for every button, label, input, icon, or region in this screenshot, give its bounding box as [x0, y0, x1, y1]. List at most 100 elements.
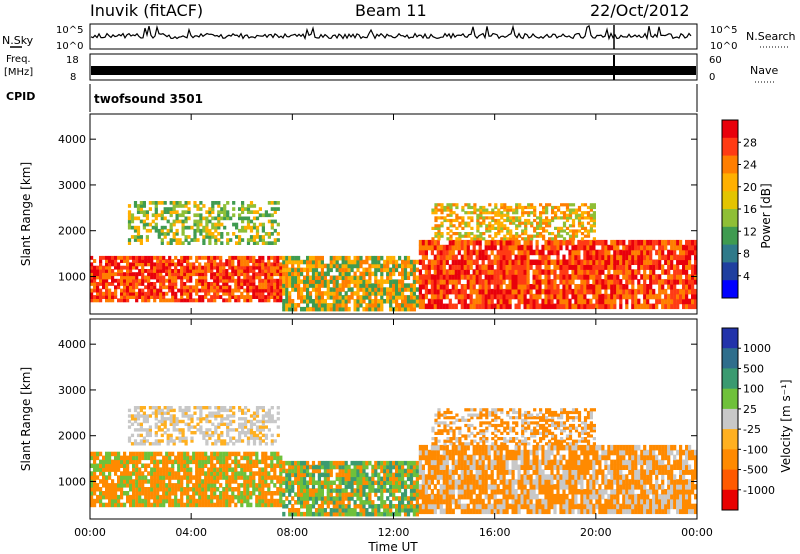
heatmap-cell — [129, 291, 133, 296]
heatmap-cell — [460, 454, 464, 461]
heatmap-cell — [353, 511, 357, 517]
heatmap-cell — [338, 283, 342, 288]
heatmap-cell — [246, 207, 251, 211]
heatmap-cell — [108, 259, 112, 263]
heatmap-cell — [111, 487, 115, 492]
heatmap-cell — [160, 241, 164, 245]
heatmap-cell — [460, 484, 464, 490]
heatmap-cell — [207, 259, 211, 263]
heatmap-cell — [505, 288, 509, 295]
heatmap-cell — [514, 279, 518, 285]
heatmap-cell — [237, 494, 241, 500]
heatmap-cell — [285, 295, 289, 300]
heatmap-cell — [574, 244, 578, 251]
heatmap-cell — [694, 279, 698, 285]
heatmap-cell — [320, 464, 324, 470]
heatmap-cell — [323, 299, 327, 304]
heatmap-cell — [231, 291, 235, 296]
heatmap-cell — [469, 479, 473, 485]
heatmap-cell — [177, 479, 181, 484]
heatmap-cell — [114, 498, 118, 504]
y-tick-label: 2000 — [58, 225, 86, 238]
heatmap-cell — [619, 293, 623, 300]
heatmap-cell — [464, 232, 468, 236]
heatmap-cell — [216, 459, 220, 465]
heatmap-cell — [138, 467, 142, 472]
heatmap-cell — [496, 254, 500, 261]
heatmap-cell — [99, 272, 103, 277]
heatmap-cell — [350, 279, 354, 284]
heatmap-cell — [508, 264, 512, 270]
heatmap-cell — [478, 464, 482, 470]
heatmap-cell — [216, 498, 220, 504]
heatmap-cell — [120, 298, 124, 303]
heatmap-cell — [362, 267, 366, 273]
heatmap-cell — [105, 275, 109, 280]
heatmap-cell — [583, 274, 587, 280]
heatmap-cell — [237, 451, 241, 457]
heatmap-cell — [604, 244, 608, 251]
heatmap-cell — [449, 218, 453, 223]
heatmap-cell — [132, 451, 136, 457]
heatmap-cell — [317, 271, 321, 277]
heatmap-cell — [409, 464, 414, 470]
heatmap-cell — [99, 278, 103, 283]
heatmap-cell — [424, 264, 428, 270]
heatmap-cell — [335, 255, 339, 261]
heatmap-cell — [406, 306, 411, 312]
heatmap-cell — [120, 265, 124, 270]
heatmap-cell — [168, 278, 172, 283]
heatmap-cell — [338, 306, 342, 312]
heatmap-cell — [433, 259, 437, 265]
heatmap-cell — [479, 237, 483, 241]
heatmap-cell — [535, 288, 539, 295]
heatmap-cell — [374, 279, 378, 284]
heatmap-cell — [430, 279, 434, 285]
heatmap-cell — [520, 279, 524, 285]
heatmap-cell — [533, 211, 537, 215]
heatmap-cell — [90, 269, 94, 273]
heatmap-cell — [249, 210, 254, 214]
heatmap-cell — [511, 284, 515, 290]
heatmap-cell — [544, 274, 548, 280]
heatmap-cell — [210, 282, 214, 286]
heatmap-cell — [544, 284, 548, 290]
heatmap-cell — [123, 285, 127, 290]
heatmap-cell — [243, 467, 247, 472]
heatmap-cell — [595, 293, 599, 300]
heatmap-cell — [499, 459, 503, 466]
heatmap-cell — [136, 228, 141, 233]
heatmap-cell — [446, 226, 450, 230]
heatmap-cell — [433, 269, 437, 275]
heatmap-cell — [427, 264, 431, 270]
heatmap-cell — [503, 224, 507, 228]
heatmap-cell — [353, 255, 357, 261]
y-tick-label: 3000 — [58, 179, 86, 192]
heatmap-cell — [418, 459, 422, 466]
heatmap-cell — [196, 207, 200, 211]
heatmap-cell — [535, 279, 539, 285]
heatmap-cell — [433, 503, 437, 510]
heatmap-cell — [189, 269, 193, 273]
heatmap-cell — [243, 295, 247, 299]
heatmap-cell — [162, 455, 166, 461]
heatmap-cell — [542, 211, 546, 215]
heatmap-cell — [433, 254, 437, 261]
heatmap-cell — [198, 459, 202, 465]
heatmap-cell — [127, 213, 132, 218]
heatmap-cell — [150, 295, 154, 299]
heatmap-cell — [649, 293, 653, 300]
heatmap-cell — [496, 449, 500, 456]
heatmap-cell — [562, 259, 566, 265]
heatmap-cell — [126, 269, 130, 273]
heatmap-cell — [433, 493, 437, 500]
heatmap-cell — [195, 278, 199, 283]
heatmap-cell — [440, 234, 444, 238]
heatmap-cell — [111, 494, 115, 500]
heatmap-cell — [314, 275, 319, 280]
heatmap-cell — [523, 288, 527, 295]
heatmap-cell — [225, 272, 229, 277]
heatmap-cell — [270, 491, 274, 496]
heatmap-cell — [308, 295, 313, 300]
heatmap-cell — [484, 303, 488, 310]
